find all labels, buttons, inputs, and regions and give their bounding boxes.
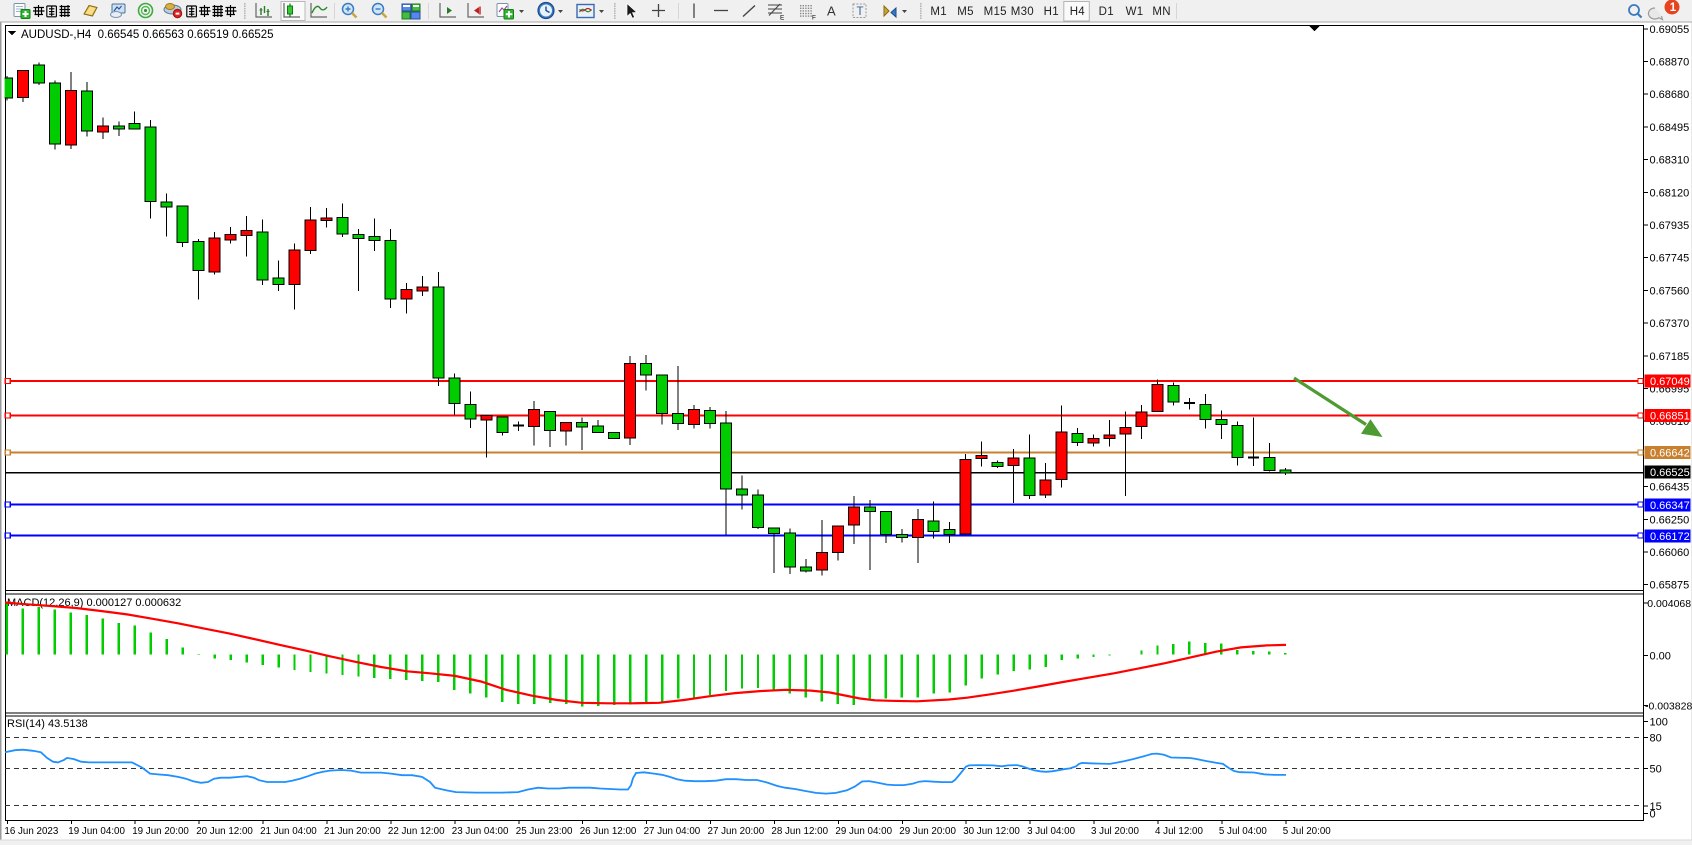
svg-text:50: 50 <box>1650 764 1662 776</box>
svg-text:0.65875: 0.65875 <box>1650 580 1690 592</box>
svg-text:0.66060: 0.66060 <box>1650 547 1690 559</box>
svg-text:5 Jul 04:00: 5 Jul 04:00 <box>1219 826 1267 837</box>
svg-text:MN: MN <box>1152 6 1171 18</box>
svg-text:23 Jun 04:00: 23 Jun 04:00 <box>452 826 509 837</box>
svg-text:0.68680: 0.68680 <box>1650 89 1690 101</box>
svg-text:M15: M15 <box>984 6 1007 18</box>
svg-text:16 Jun 2023: 16 Jun 2023 <box>4 826 58 837</box>
svg-text:0.66851: 0.66851 <box>1650 410 1690 422</box>
svg-text:D1: D1 <box>1099 6 1114 18</box>
svg-text:27 Jun 20:00: 27 Jun 20:00 <box>708 826 765 837</box>
svg-text:3 Jul 04:00: 3 Jul 04:00 <box>1027 826 1075 837</box>
svg-text:H1: H1 <box>1044 6 1059 18</box>
svg-text:0.67185: 0.67185 <box>1650 351 1690 363</box>
svg-text:H4: H4 <box>1070 6 1086 18</box>
svg-text:M30: M30 <box>1011 6 1034 18</box>
svg-text:22 Jun 12:00: 22 Jun 12:00 <box>388 826 445 837</box>
svg-text:19 Jun 04:00: 19 Jun 04:00 <box>68 826 125 837</box>
svg-text:25 Jun 23:00: 25 Jun 23:00 <box>516 826 573 837</box>
svg-text:100: 100 <box>1650 717 1668 729</box>
svg-text:MACD(12,26,9) 0.000127 0.00063: MACD(12,26,9) 0.000127 0.000632 <box>7 597 181 609</box>
svg-text:29 Jun 04:00: 29 Jun 04:00 <box>835 826 892 837</box>
svg-text:5 Jul 20:00: 5 Jul 20:00 <box>1283 826 1331 837</box>
svg-text:E: E <box>780 15 785 22</box>
svg-text:A: A <box>827 4 836 19</box>
svg-text:0.004068: 0.004068 <box>1647 598 1691 610</box>
svg-text:0.66172: 0.66172 <box>1650 531 1690 543</box>
svg-text:0.68495: 0.68495 <box>1650 122 1690 134</box>
svg-text:21 Jun 20:00: 21 Jun 20:00 <box>324 826 381 837</box>
svg-text:0.66435: 0.66435 <box>1650 482 1690 494</box>
svg-text:0.66250: 0.66250 <box>1650 514 1690 526</box>
svg-text:1: 1 <box>1670 2 1677 14</box>
svg-text:0.67049: 0.67049 <box>1650 376 1690 388</box>
svg-text:20 Jun 12:00: 20 Jun 12:00 <box>196 826 253 837</box>
svg-text:80: 80 <box>1650 733 1662 745</box>
svg-text:W1: W1 <box>1126 6 1144 18</box>
svg-text:0.66642: 0.66642 <box>1650 447 1690 459</box>
svg-text:30 Jun 12:00: 30 Jun 12:00 <box>963 826 1020 837</box>
svg-text:0.66525: 0.66525 <box>1650 467 1690 479</box>
svg-text:RSI(14) 43.5138: RSI(14) 43.5138 <box>7 718 88 730</box>
svg-text:0.67560: 0.67560 <box>1650 285 1690 297</box>
svg-text:19 Jun 20:00: 19 Jun 20:00 <box>132 826 189 837</box>
svg-text:0: 0 <box>1650 808 1656 820</box>
svg-text:0.66347: 0.66347 <box>1650 500 1690 512</box>
svg-text:26 Jun 12:00: 26 Jun 12:00 <box>580 826 637 837</box>
svg-text:0.67370: 0.67370 <box>1650 318 1690 330</box>
svg-text:0.68310: 0.68310 <box>1650 155 1690 167</box>
svg-text:27 Jun 04:00: 27 Jun 04:00 <box>644 826 701 837</box>
svg-text:F: F <box>812 15 816 22</box>
svg-text:0.67745: 0.67745 <box>1650 253 1690 265</box>
svg-text:0.67935: 0.67935 <box>1650 220 1690 232</box>
svg-text:T: T <box>857 6 864 18</box>
svg-text:0.00: 0.00 <box>1650 651 1671 663</box>
svg-text:AUDUSD-,H4 0.66545 0.66563 0.: AUDUSD-,H4 0.66545 0.66563 0.66519 0.665… <box>21 29 274 41</box>
svg-text:3 Jul 20:00: 3 Jul 20:00 <box>1091 826 1139 837</box>
svg-text:21 Jun 04:00: 21 Jun 04:00 <box>260 826 317 837</box>
svg-text:0.68870: 0.68870 <box>1650 57 1690 69</box>
svg-text:0.68120: 0.68120 <box>1650 187 1690 199</box>
svg-text:28 Jun 12:00: 28 Jun 12:00 <box>771 826 828 837</box>
svg-text:M1: M1 <box>930 6 947 18</box>
svg-text:M5: M5 <box>957 6 974 18</box>
svg-text:0.69055: 0.69055 <box>1650 24 1690 36</box>
svg-text:-0.003828: -0.003828 <box>1645 701 1692 713</box>
svg-text:29 Jun 20:00: 29 Jun 20:00 <box>899 826 956 837</box>
svg-text:4 Jul 12:00: 4 Jul 12:00 <box>1155 826 1203 837</box>
